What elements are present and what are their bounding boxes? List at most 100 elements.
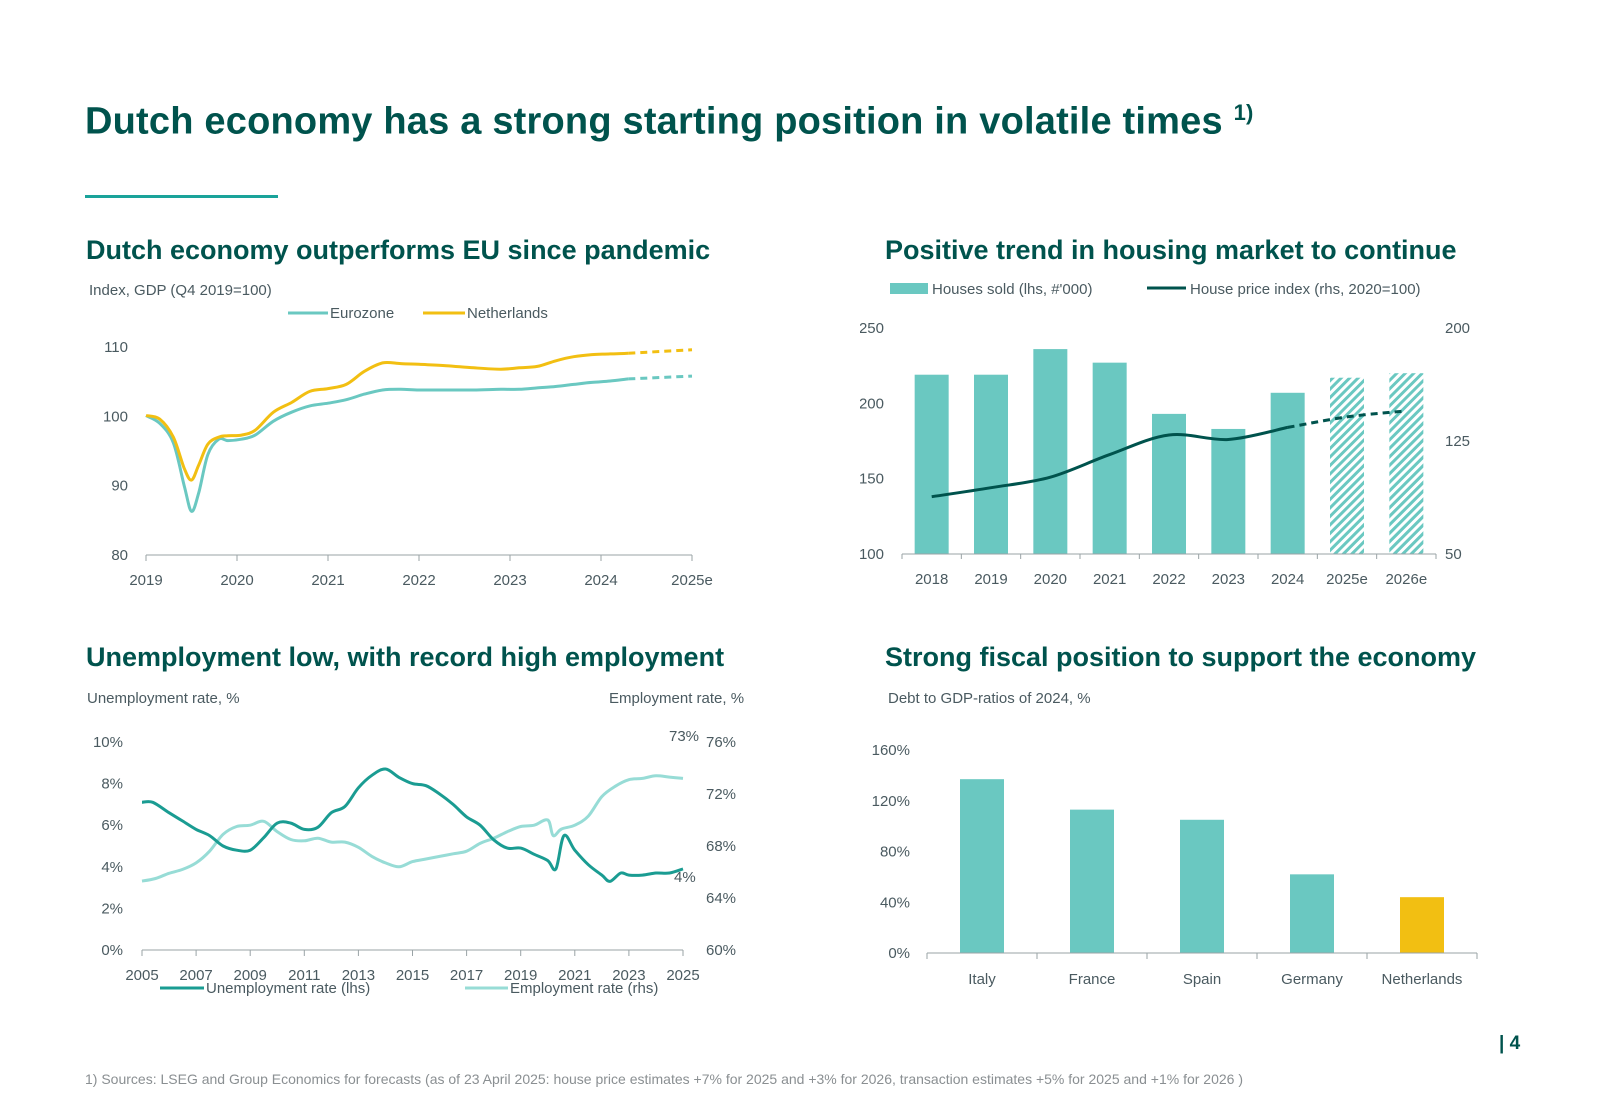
footnote-sources: 1) Sources: LSEG and Group Economics for… (85, 1071, 1243, 1087)
title-underline (85, 195, 278, 198)
y-tick-label: 80% (880, 844, 910, 861)
y-tick-label: 110 (104, 339, 128, 356)
labour-chart-ylabel-left: Unemployment rate, % (87, 690, 240, 707)
bar-2019 (974, 374, 1008, 554)
y-tick-label-left: 200 (860, 395, 884, 412)
x-tick-label: France (1069, 971, 1116, 988)
y-tick-label: 100 (103, 408, 128, 425)
labour-chart: 10% 8% 6% 4% 2% 0% 76% 72% 68% 64% 60% 2005 2007 2009… (93, 728, 736, 997)
y-tick-label: 80 (111, 547, 128, 564)
x-tick-label: 2018 (915, 571, 948, 588)
title-footnote-marker: 1) (1233, 100, 1254, 125)
x-tick-label: 2021 (311, 572, 344, 589)
x-tick-label: 2013 (342, 967, 375, 984)
house-price-forecast-line (1287, 409, 1407, 429)
x-tick-label: Netherlands (1382, 971, 1463, 988)
bar-2018 (914, 374, 949, 554)
x-tick-label: Italy (968, 971, 996, 988)
y-tick-label-right: 68% (706, 838, 736, 855)
legend-swatch-houses-sold (890, 283, 928, 294)
x-tick-label: 2023 (493, 572, 526, 589)
page-number: | 4 (1499, 1033, 1521, 1054)
y-tick-label-right: 50 (1445, 546, 1462, 563)
employment-rate-line (141, 774, 684, 883)
bar-germany (1290, 874, 1334, 953)
x-tick-label: 2025 (666, 967, 699, 984)
series-line-netherlands (145, 351, 629, 482)
x-tick-label: 2023 (1212, 571, 1245, 588)
legend-label-employment: Employment rate (rhs) (510, 980, 658, 997)
y-tick-label-left: 150 (860, 471, 884, 488)
x-tick-label: 2022 (1152, 571, 1185, 588)
x-tick-label: 2020 (220, 572, 253, 589)
x-tick-label: 2017 (450, 967, 483, 984)
x-tick-label: 2026e (1385, 571, 1427, 588)
bar-spain (1180, 819, 1224, 953)
y-tick-label: 160% (872, 742, 910, 759)
labour-chart-title: Unemployment low, with record high emplo… (86, 642, 725, 672)
x-tick-label: 2019 (974, 571, 1007, 588)
x-tick-label: 2009 (234, 967, 267, 984)
y-tick-label: 120% (872, 793, 910, 810)
x-tick-label: 2015 (396, 967, 429, 984)
y-tick-label-left: 6% (101, 817, 123, 834)
x-tick-label: 2011 (288, 967, 320, 984)
y-tick-label-left: 2% (101, 900, 123, 917)
x-tick-label: 2022 (402, 572, 435, 589)
y-tick-label-right: 125 (1445, 433, 1470, 450)
series-line-eurozone (145, 377, 629, 513)
y-tick-label: 40% (880, 894, 910, 911)
forecast-line-netherlands (628, 348, 693, 355)
bar-italy (960, 779, 1004, 953)
y-tick-label-left: 100 (860, 546, 884, 563)
x-tick-label: Spain (1183, 971, 1221, 988)
y-tick-label-left: 4% (101, 859, 123, 876)
x-tick-label: 2021 (558, 967, 591, 984)
forecast-line-eurozone (628, 374, 693, 381)
legend-label-houses-sold: Houses sold (lhs, #'000) (932, 281, 1092, 298)
x-tick-label: 2025e (1326, 571, 1368, 588)
y-tick-label-right: 200 (1445, 320, 1470, 337)
x-tick-label: Germany (1281, 971, 1343, 988)
debt-chart-ylabel: Debt to GDP-ratios of 2024, % (888, 690, 1091, 707)
y-tick-label: 0% (888, 945, 910, 962)
page-title: Dutch economy has a strong starting posi… (85, 100, 1254, 144)
x-tick-label: 2007 (179, 967, 212, 984)
x-tick-label: 2025e (671, 572, 713, 589)
debt-chart-title: Strong fiscal position to support the ec… (885, 642, 1477, 672)
gdp-chart-title: Dutch economy outperforms EU since pande… (86, 235, 711, 265)
housing-chart-title: Positive trend in housing market to cont… (885, 235, 1457, 265)
bar-2023 (1211, 428, 1246, 554)
labour-chart-ylabel-right: Employment rate, % (609, 690, 745, 707)
annotation-unemployment-4: 4% (674, 869, 696, 886)
legend-label-unemployment: Unemployment rate (lhs) (206, 980, 370, 997)
bar-2025e (1330, 377, 1364, 554)
x-tick-label: 2020 (1034, 571, 1067, 588)
x-tick-label: 2023 (612, 967, 645, 984)
x-tick-label: 2024 (1271, 571, 1304, 588)
y-tick-label-left: 8% (101, 776, 123, 793)
legend-label-netherlands: Netherlands (467, 305, 548, 322)
house-price-line (931, 425, 1289, 499)
y-tick-label-right: 64% (706, 890, 736, 907)
page-title-text: Dutch economy has a strong starting posi… (85, 100, 1223, 143)
y-tick-label-left: 0% (101, 942, 123, 959)
gdp-chart-ylabel: Index, GDP (Q4 2019=100) (89, 282, 272, 299)
bar-2026e (1389, 373, 1424, 554)
y-tick-label-right: 76% (706, 734, 736, 751)
y-tick-label-left: 250 (860, 320, 884, 337)
annotation-employment-73: 73% (669, 728, 699, 745)
legend-label-house-price-index: House price index (rhs, 2020=100) (1190, 281, 1421, 298)
x-tick-label: 2024 (584, 572, 617, 589)
bar-2020 (1033, 349, 1068, 554)
bar-2024 (1270, 392, 1305, 554)
legend-label-eurozone: Eurozone (330, 305, 394, 322)
bar-france (1070, 809, 1114, 953)
debt-chart: 160% 120% 80% 40% 0% Italy France Spain Germany N… (872, 742, 1478, 988)
x-tick-label: 2021 (1093, 571, 1126, 588)
x-tick-label: 2005 (125, 967, 158, 984)
x-tick-label: 2019 (129, 572, 162, 589)
housing-chart: Houses sold (lhs, #'000) House price inde… (860, 281, 1470, 588)
y-tick-label-right: 60% (706, 942, 736, 959)
